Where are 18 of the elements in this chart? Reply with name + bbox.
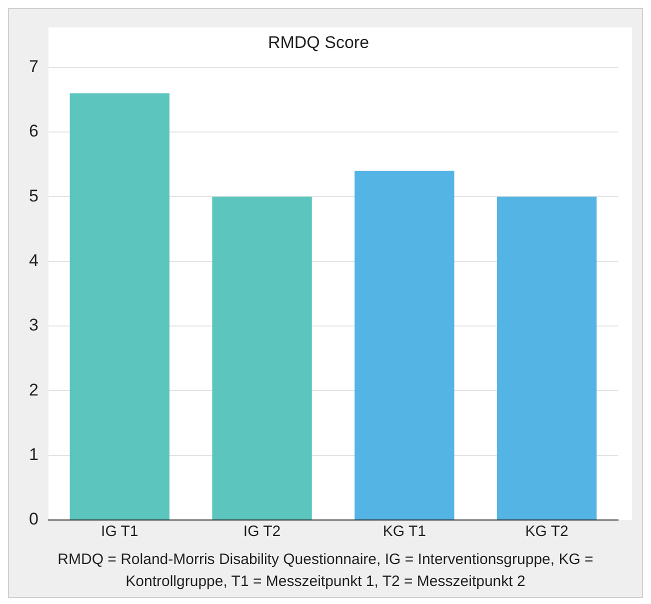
y-tick-label: 4	[28, 251, 38, 270]
y-tick-label: 1	[28, 445, 38, 464]
chart-title: RMDQ Score	[268, 32, 370, 52]
y-tick-label: 6	[28, 122, 38, 141]
y-tick-label: 5	[28, 186, 38, 206]
bar	[212, 196, 312, 520]
x-tick-label: KG T2	[525, 523, 568, 540]
x-tick-label: KG T1	[382, 523, 426, 540]
bar	[70, 93, 170, 520]
bar	[354, 170, 454, 520]
bar	[496, 196, 597, 520]
y-tick-label: 0	[28, 510, 38, 529]
y-tick-label: 2	[28, 380, 38, 400]
y-tick-label: 3	[28, 316, 38, 335]
text: RMDQ = Roland-Morris Disability Questionnaire, IG = Interventionsgruppe, KG = Kontrollgruppe, T1 = Messzeitpunkt 1, T2 = Messzeitpunkt 2	[56, 550, 594, 592]
x-tick-label: IG T2	[243, 523, 281, 540]
y-tick-label: 7	[28, 57, 38, 76]
x-tick-label: IG T1	[101, 523, 138, 540]
